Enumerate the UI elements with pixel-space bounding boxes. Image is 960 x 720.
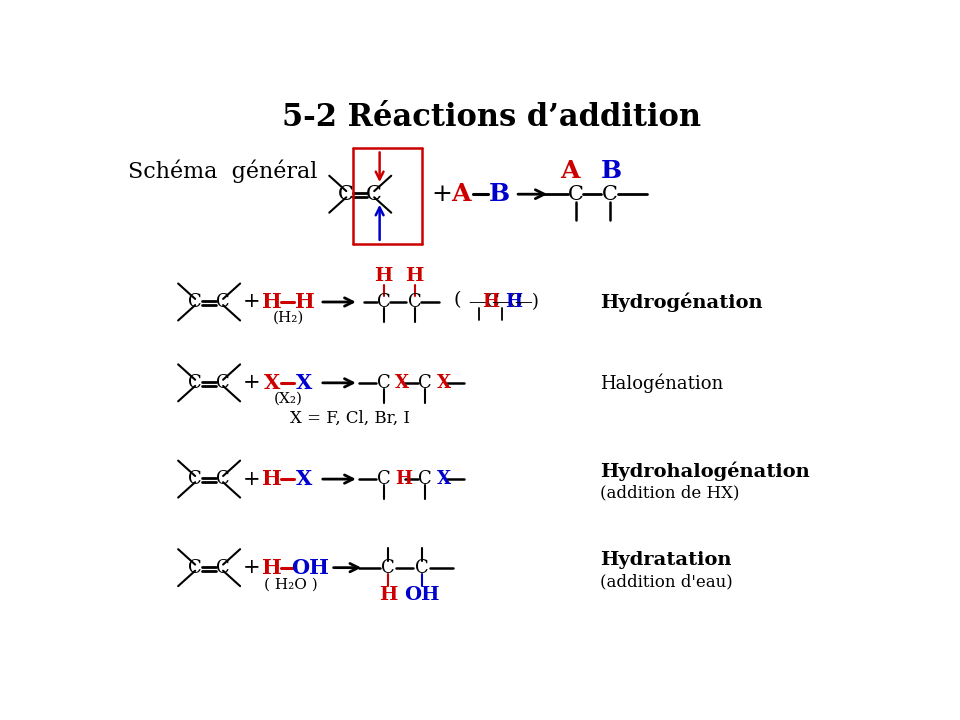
Text: 5-2 Réactions d’addition: 5-2 Réactions d’addition [282,102,702,132]
Text: H: H [379,586,397,604]
Text: H: H [396,470,412,488]
Text: C: C [216,470,230,488]
Text: C: C [419,374,432,392]
Text: (addition d'eau): (addition d'eau) [601,573,733,590]
Text: —C: —C [492,293,523,311]
Text: X = F, Cl, Br, I: X = F, Cl, Br, I [291,410,411,427]
Text: C: C [338,185,354,204]
Text: C: C [376,374,391,392]
Text: C: C [216,374,230,392]
Text: C: C [367,185,382,204]
Text: Hydratation: Hydratation [601,551,732,569]
Text: Hydrogénation: Hydrogénation [601,292,763,312]
Text: H: H [262,558,282,577]
Text: OH: OH [291,558,329,577]
Text: C: C [188,374,202,392]
Text: (X₂): (X₂) [274,391,302,405]
Text: C: C [188,293,202,311]
Text: +: + [243,292,260,312]
Text: C: C [602,185,617,204]
Text: C: C [416,559,429,577]
Text: —): —) [515,293,540,311]
Text: Hydrohalogénation: Hydrohalogénation [601,462,810,481]
Text: X: X [264,373,280,393]
Text: C: C [188,559,202,577]
Text: +: + [243,558,260,577]
Text: C: C [408,293,421,311]
Text: H: H [374,267,393,285]
Text: H: H [505,293,522,311]
Text: —C: —C [468,293,499,311]
Text: X: X [297,373,313,393]
Text: (H₂): (H₂) [273,310,304,325]
Text: H: H [262,469,282,489]
Text: H: H [482,293,499,311]
Text: +: + [243,469,260,489]
Text: ( H₂O ): ( H₂O ) [264,577,318,592]
Text: (: ( [453,292,461,310]
Text: OH: OH [404,586,440,604]
Text: B: B [490,182,511,206]
Text: X: X [437,470,451,488]
Text: C: C [419,470,432,488]
Text: X: X [297,469,313,489]
Text: C: C [376,293,391,311]
Text: C: C [567,185,584,204]
Text: A: A [451,182,470,206]
Text: Halogénation: Halogénation [601,373,724,392]
Text: H: H [295,292,314,312]
Text: H: H [405,267,423,285]
Text: C: C [188,470,202,488]
Text: (addition de HX): (addition de HX) [601,485,740,501]
Text: C: C [216,559,230,577]
Text: C: C [381,559,395,577]
Text: X: X [396,374,409,392]
Text: H: H [262,292,282,312]
Text: Schéma  général: Schéma général [128,159,317,183]
Text: C: C [216,293,230,311]
Text: A: A [560,159,579,183]
Text: +: + [243,374,260,392]
Text: +: + [431,183,452,206]
Text: B: B [601,159,622,183]
Text: C: C [376,470,391,488]
Text: X: X [437,374,451,392]
